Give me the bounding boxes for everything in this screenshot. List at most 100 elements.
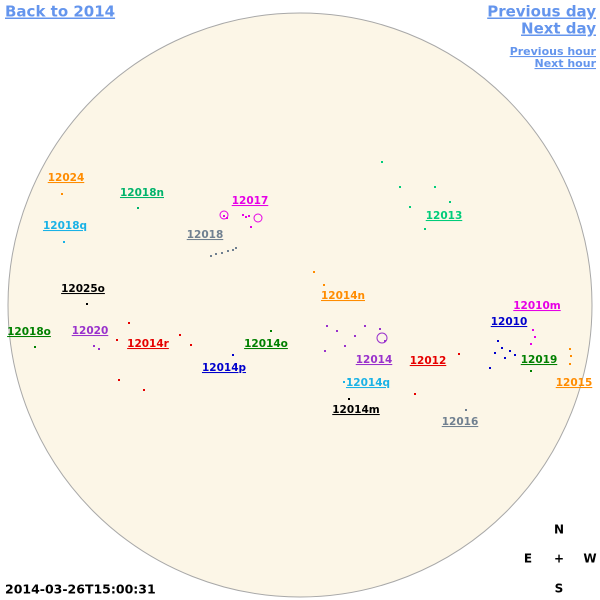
solar-disk [7, 12, 593, 598]
sunspot [232, 354, 234, 356]
region-label[interactable]: 12016 [442, 416, 479, 428]
sunspot [190, 344, 192, 346]
region-label[interactable]: 12018q [43, 220, 87, 232]
compass-south: S [555, 582, 564, 596]
sunspot [250, 226, 252, 228]
sunspot [313, 271, 315, 273]
previous-day-link[interactable]: Previous day [487, 3, 596, 21]
sunspot [530, 370, 532, 372]
sunspot [324, 350, 326, 352]
sunspot [458, 353, 460, 355]
sunspot [116, 339, 118, 341]
sunspot [348, 398, 350, 400]
region-label[interactable]: 12014m [332, 404, 380, 416]
region-label[interactable]: 12014q [346, 377, 390, 389]
sunspot [143, 389, 145, 391]
sunspot [323, 284, 325, 286]
region-label[interactable]: 12010 [491, 316, 528, 328]
sunspot [61, 193, 63, 195]
sunspot [270, 330, 272, 332]
sunspot [449, 201, 451, 203]
sunspot [570, 355, 572, 357]
sunspot [381, 161, 383, 163]
region-label[interactable]: 12015 [556, 377, 593, 389]
sunspot [534, 336, 536, 338]
region-label[interactable]: 12014p [202, 362, 247, 374]
back-link[interactable]: Back to 2014 [5, 3, 115, 21]
sunspot [34, 346, 36, 348]
region-label[interactable]: 12014r [127, 338, 170, 350]
sunspot [354, 335, 356, 337]
sunspot [118, 379, 120, 381]
sunspot [489, 367, 491, 369]
region-label[interactable]: 12012 [410, 355, 447, 367]
region-label[interactable]: 12018n [120, 187, 164, 199]
next-day-link[interactable]: Next day [521, 20, 596, 38]
region-label[interactable]: 12018o [7, 326, 51, 338]
sunspot [93, 345, 95, 347]
region-label[interactable]: 12017 [232, 195, 269, 207]
sunspot [221, 252, 223, 254]
sunspot [210, 255, 212, 257]
region-label[interactable]: 12013 [426, 210, 463, 222]
region-label[interactable]: 12024 [48, 172, 85, 184]
sunspot [63, 241, 65, 243]
sunspot [530, 343, 532, 345]
sunspot [364, 325, 366, 327]
timestamp: 2014-03-26T15:00:31 [5, 582, 156, 597]
sunspot [326, 325, 328, 327]
sunspot [245, 216, 247, 218]
sunspot [86, 303, 88, 305]
sunspot [137, 207, 139, 209]
sunspot [235, 247, 237, 249]
previous-hour-link[interactable]: Previous hour [510, 45, 597, 58]
sunspot [494, 352, 496, 354]
compass-west: W [583, 552, 596, 566]
sunspot [344, 345, 346, 347]
region-label[interactable]: 12020 [72, 325, 109, 337]
region-label[interactable]: 12014 [356, 354, 393, 366]
sunspot [399, 186, 401, 188]
sunspot [248, 215, 250, 217]
sunspot [504, 357, 506, 359]
sunspot [465, 409, 467, 411]
sunspot [343, 381, 345, 383]
sunspot [348, 378, 350, 380]
region-label[interactable]: 12014n [321, 290, 365, 302]
sunspot [379, 328, 381, 330]
region-label[interactable]: 12010m [513, 300, 561, 312]
compass-center: + [554, 552, 564, 566]
sunspot [179, 334, 181, 336]
region-label[interactable]: 12014o [244, 338, 288, 350]
sunspot [336, 330, 338, 332]
sunspot [219, 210, 229, 220]
sunspot [414, 393, 416, 395]
sunspot [223, 215, 225, 217]
sunspot [227, 250, 229, 252]
sunspot [409, 206, 411, 208]
sunspot [98, 348, 100, 350]
sunspot [128, 322, 130, 324]
next-hour-link[interactable]: Next hour [535, 57, 597, 70]
sunspot [424, 228, 426, 230]
sunspot [215, 253, 217, 255]
sunspot [253, 213, 263, 223]
sunspot [242, 214, 244, 216]
sunspot [532, 329, 534, 331]
region-label[interactable]: 12018 [187, 229, 224, 241]
sunspot [497, 340, 499, 342]
sunspot [569, 348, 571, 350]
sunspot [232, 249, 234, 251]
sunspot [509, 350, 511, 352]
compass-north: N [554, 523, 564, 537]
compass-east: E [524, 552, 532, 566]
sunspot [569, 363, 571, 365]
sunspot [384, 340, 386, 342]
region-label[interactable]: 12019 [521, 354, 558, 366]
sunspot [514, 354, 516, 356]
sunspot [376, 332, 388, 344]
region-label[interactable]: 12025o [61, 283, 105, 295]
sunspot [501, 347, 503, 349]
sunspot [434, 186, 436, 188]
